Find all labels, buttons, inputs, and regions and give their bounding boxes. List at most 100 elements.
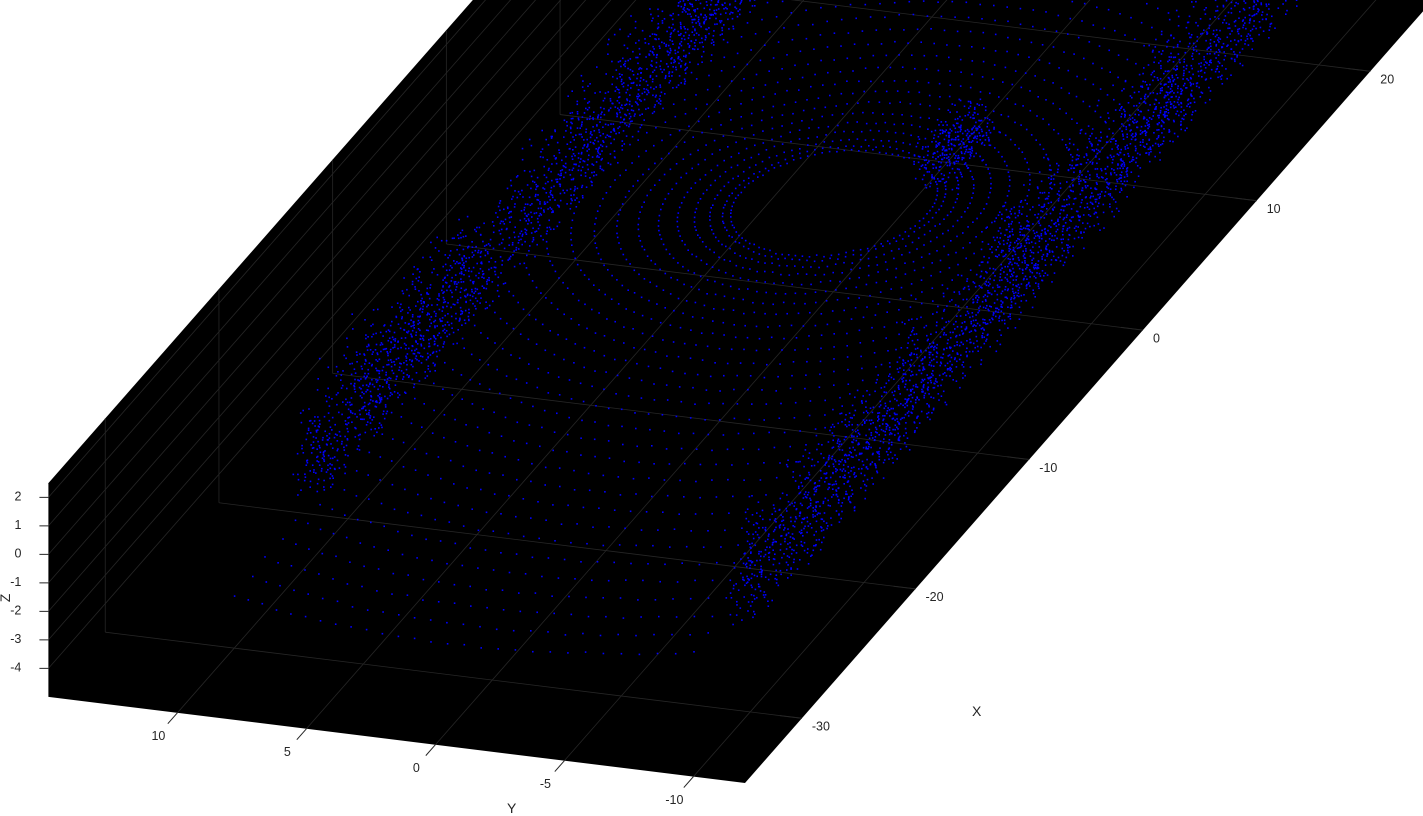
point <box>877 374 879 376</box>
point <box>743 159 746 161</box>
point <box>791 548 793 551</box>
point <box>760 550 762 553</box>
point <box>943 332 946 334</box>
point <box>1173 120 1175 123</box>
point <box>1037 264 1039 266</box>
point <box>870 434 873 436</box>
point <box>1060 209 1062 211</box>
point <box>905 80 907 82</box>
point <box>1019 231 1021 233</box>
point <box>525 382 528 384</box>
point <box>945 374 948 377</box>
point <box>755 325 758 328</box>
point <box>849 501 852 504</box>
point <box>1012 249 1015 251</box>
point <box>633 269 636 272</box>
point <box>903 369 905 371</box>
point <box>896 321 898 324</box>
point <box>622 443 624 446</box>
point <box>874 314 877 316</box>
point <box>1143 117 1146 119</box>
point <box>683 141 686 143</box>
point <box>871 437 874 439</box>
point <box>854 449 856 451</box>
point <box>1104 168 1107 170</box>
point <box>595 174 598 176</box>
point <box>865 434 867 437</box>
point <box>1130 138 1133 141</box>
point <box>436 355 438 358</box>
point <box>584 651 587 653</box>
point <box>514 649 517 651</box>
point <box>677 297 680 300</box>
point <box>1103 227 1105 229</box>
point <box>755 522 758 524</box>
point <box>1055 230 1057 233</box>
point <box>1080 232 1082 234</box>
point <box>838 320 841 323</box>
point <box>1147 87 1150 89</box>
point <box>1241 20 1244 22</box>
point <box>850 455 853 458</box>
point <box>894 131 897 134</box>
point <box>1193 49 1195 51</box>
point <box>910 115 913 117</box>
point <box>1163 96 1166 99</box>
point <box>814 73 816 76</box>
point <box>1005 296 1008 298</box>
point <box>888 409 891 411</box>
point <box>599 634 602 637</box>
point <box>1140 97 1142 100</box>
point <box>772 303 774 306</box>
point <box>882 415 884 417</box>
point <box>470 605 472 607</box>
point <box>304 569 306 571</box>
point <box>822 457 825 459</box>
point <box>1256 0 1259 1</box>
point <box>733 388 735 391</box>
point <box>666 399 669 401</box>
point <box>606 318 608 320</box>
point <box>922 379 924 382</box>
point <box>930 333 932 335</box>
point <box>1079 171 1081 174</box>
point <box>948 164 951 167</box>
point <box>757 501 760 503</box>
point <box>727 146 729 148</box>
point <box>1009 261 1011 263</box>
point <box>732 587 735 590</box>
point <box>1014 144 1016 146</box>
point <box>366 609 369 611</box>
point <box>1046 255 1048 257</box>
point <box>1021 268 1024 271</box>
point <box>753 574 756 577</box>
point <box>683 196 686 199</box>
point <box>991 317 993 320</box>
point <box>1051 208 1054 210</box>
point <box>930 346 932 348</box>
point <box>955 334 958 337</box>
point <box>1079 205 1082 208</box>
point <box>854 396 856 399</box>
point <box>620 408 623 411</box>
point <box>843 149 846 152</box>
point <box>678 513 680 515</box>
point <box>479 359 481 361</box>
point <box>729 285 732 288</box>
point <box>1078 183 1081 185</box>
point <box>1041 210 1044 213</box>
point <box>1007 115 1010 118</box>
point <box>966 310 969 313</box>
point <box>1038 235 1041 238</box>
point <box>603 335 606 337</box>
point <box>949 369 952 371</box>
point <box>847 368 849 371</box>
point <box>1038 240 1041 242</box>
point <box>1209 90 1212 92</box>
point <box>825 472 828 474</box>
point <box>953 358 956 361</box>
point <box>862 480 865 482</box>
point <box>946 342 949 345</box>
point <box>927 382 929 384</box>
point <box>978 296 980 299</box>
